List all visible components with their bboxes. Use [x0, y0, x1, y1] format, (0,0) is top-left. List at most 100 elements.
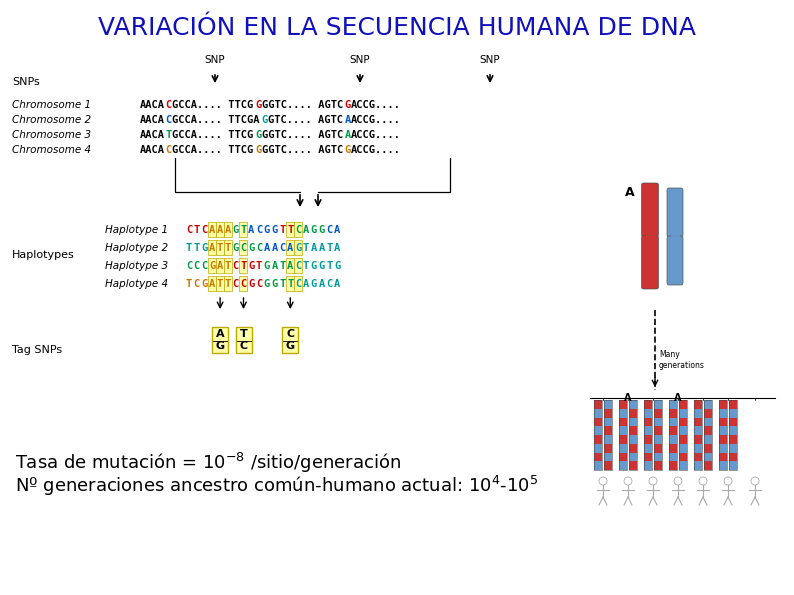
Text: G: G	[272, 225, 278, 235]
Bar	[704, 400, 712, 409]
Text: A: A	[209, 243, 215, 253]
Text: G: G	[249, 243, 254, 253]
Bar	[629, 400, 637, 409]
Text: C: C	[287, 329, 295, 339]
Text: SNP: SNP	[349, 55, 370, 65]
Bar	[729, 453, 737, 461]
Text: G: G	[249, 261, 254, 271]
Text: G: G	[345, 145, 351, 155]
Text: A: A	[217, 261, 223, 271]
Bar	[619, 400, 627, 409]
Text: C: C	[256, 225, 262, 235]
FancyBboxPatch shape	[642, 236, 658, 289]
Bar	[629, 400, 637, 470]
Text: AACA: AACA	[140, 100, 165, 110]
Bar	[604, 400, 612, 409]
Text: G: G	[295, 243, 301, 253]
Bar	[679, 409, 687, 418]
Bar	[704, 444, 712, 453]
Bar	[294, 276, 302, 291]
Text: C: C	[186, 225, 192, 235]
Bar	[594, 461, 602, 470]
Text: A: A	[272, 261, 278, 271]
Bar	[644, 444, 652, 453]
Text: ACCG....: ACCG....	[351, 100, 401, 110]
Bar	[679, 461, 687, 470]
Bar	[719, 409, 727, 418]
Text: A: A	[225, 225, 231, 235]
Bar	[669, 400, 677, 470]
Text: GTC.... AGTC: GTC.... AGTC	[268, 115, 343, 125]
Text: A: A	[303, 225, 309, 235]
Text: A: A	[249, 225, 254, 235]
Text: G: G	[334, 261, 340, 271]
Text: T: T	[303, 243, 309, 253]
Text: C: C	[256, 243, 262, 253]
Bar	[216, 222, 224, 237]
Bar	[654, 400, 662, 409]
Text: A: A	[216, 329, 225, 339]
Text: G: G	[233, 243, 239, 253]
Bar	[644, 409, 652, 418]
Text: C: C	[295, 225, 301, 235]
Bar	[619, 400, 627, 470]
Bar	[729, 400, 737, 409]
Text: Haplotype 3: Haplotype 3	[105, 261, 168, 271]
Bar	[679, 426, 687, 435]
Text: A: A	[272, 243, 278, 253]
Bar	[704, 409, 712, 418]
Bar	[644, 435, 652, 444]
Bar	[669, 400, 677, 409]
Bar	[604, 426, 612, 435]
Bar	[619, 461, 627, 470]
Bar	[694, 426, 702, 435]
Bar	[704, 400, 712, 470]
Text: T: T	[225, 279, 231, 289]
Bar	[679, 400, 687, 470]
Bar	[679, 435, 687, 444]
Bar	[208, 240, 216, 255]
Text: C: C	[240, 341, 248, 351]
Text: ACCG....: ACCG....	[351, 145, 401, 155]
Text: C: C	[202, 225, 207, 235]
Text: T: T	[326, 261, 333, 271]
Bar	[679, 453, 687, 461]
Text: C: C	[256, 279, 262, 289]
Text: G: G	[209, 261, 215, 271]
Bar	[619, 426, 627, 435]
Text: A: A	[345, 115, 351, 125]
Bar	[719, 418, 727, 426]
Bar	[604, 418, 612, 426]
Text: A: A	[209, 279, 215, 289]
Text: A: A	[303, 279, 309, 289]
Text: T: T	[194, 225, 200, 235]
Bar	[604, 444, 612, 453]
Text: G: G	[345, 100, 351, 110]
Bar	[594, 400, 602, 470]
Bar	[223, 258, 232, 273]
Text: SNP: SNP	[205, 55, 225, 65]
Bar	[704, 426, 712, 435]
Text: C: C	[295, 261, 301, 271]
Text: GCCA.... TTCG: GCCA.... TTCG	[172, 130, 253, 140]
Bar	[694, 400, 702, 409]
Bar	[694, 461, 702, 470]
Bar	[729, 426, 737, 435]
Text: G: G	[264, 261, 270, 271]
Bar	[208, 258, 216, 273]
Bar	[669, 453, 677, 461]
Text: T: T	[287, 225, 294, 235]
Text: G: G	[264, 225, 270, 235]
Bar	[619, 435, 627, 444]
Bar	[208, 222, 216, 237]
Text: GGTC.... AGTC: GGTC.... AGTC	[261, 130, 343, 140]
Text: T: T	[256, 261, 262, 271]
Bar	[704, 435, 712, 444]
Bar	[619, 418, 627, 426]
Text: A: A	[318, 279, 325, 289]
Text: T: T	[279, 225, 286, 235]
Bar	[729, 418, 737, 426]
Text: A: A	[334, 279, 340, 289]
Bar	[679, 400, 687, 409]
Bar	[629, 444, 637, 453]
